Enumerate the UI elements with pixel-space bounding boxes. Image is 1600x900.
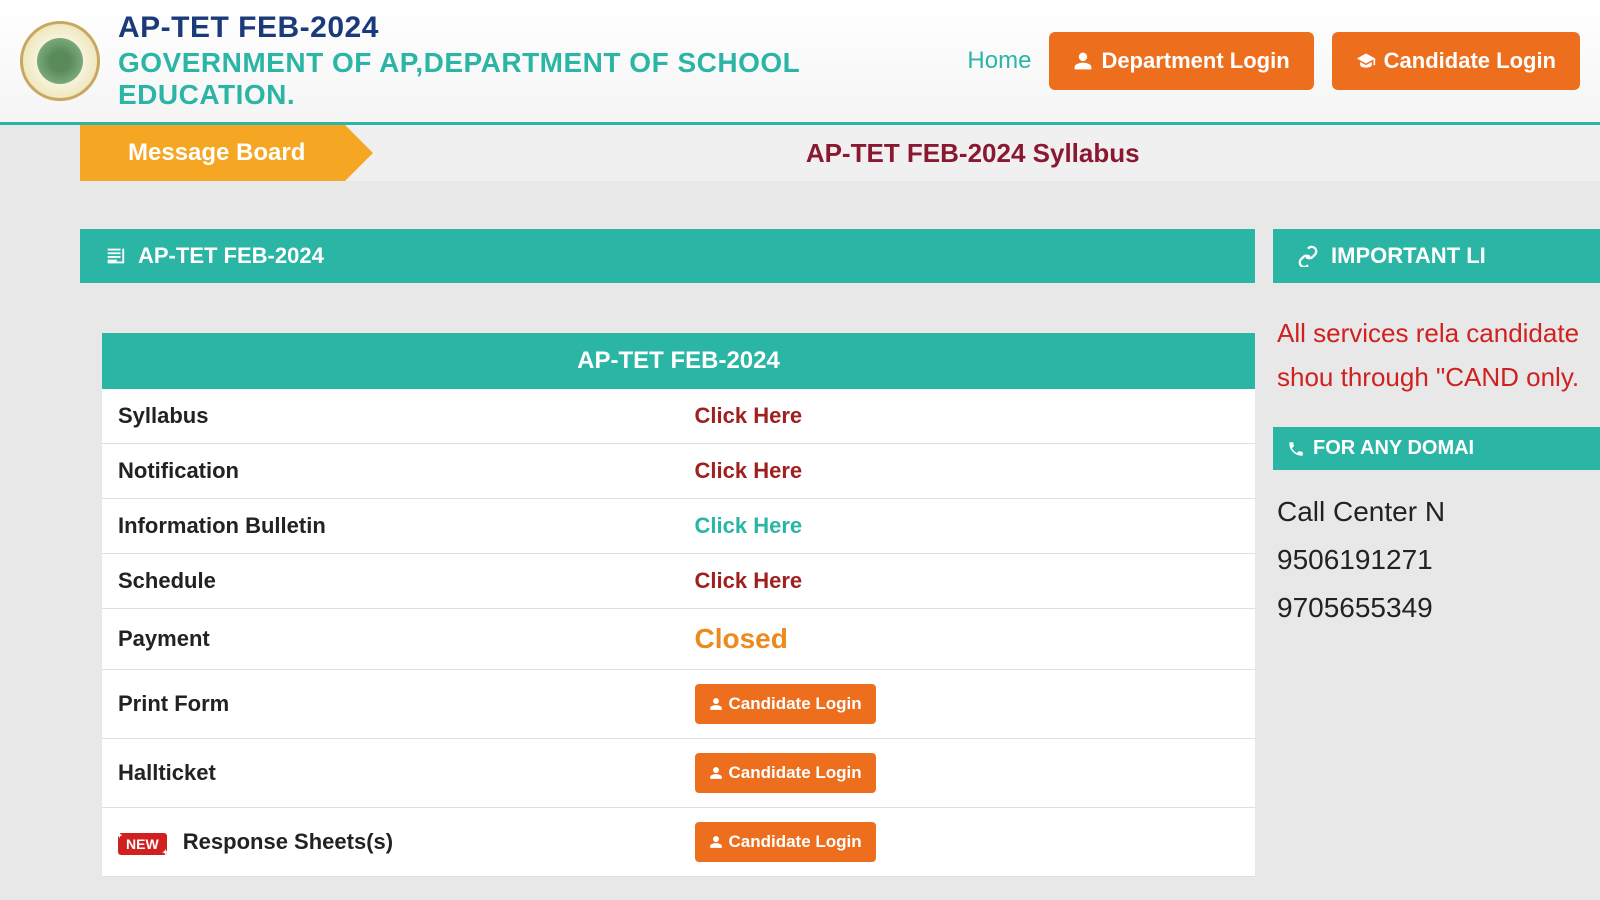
site-title-block: AP-TET FEB-2024 GOVERNMENT OF AP,DEPARTM… xyxy=(118,11,949,111)
two-column-layout: AP-TET FEB-2024 AP-TET FEB-2024 Syllabus… xyxy=(80,229,1600,877)
user-icon xyxy=(1073,51,1093,71)
main-panel-header: AP-TET FEB-2024 xyxy=(80,229,1255,283)
site-title: AP-TET FEB-2024 xyxy=(118,11,949,45)
response-login-button[interactable]: Candidate Login xyxy=(695,822,876,862)
services-table: AP-TET FEB-2024 Syllabus Click Here Noti… xyxy=(102,333,1255,877)
phone-number-2: 9705655349 xyxy=(1277,584,1596,632)
candidate-login-label: Candidate Login xyxy=(1384,48,1556,74)
phone-number-1: 9506191271 xyxy=(1277,536,1596,584)
row-label-schedule: Schedule xyxy=(102,554,679,609)
row-label-print-form: Print Form xyxy=(102,670,679,739)
syllabus-link[interactable]: Click Here xyxy=(695,403,803,428)
department-login-button[interactable]: Department Login xyxy=(1049,32,1313,90)
message-board-tab-label: Message Board xyxy=(128,139,305,167)
schedule-link[interactable]: Click Here xyxy=(695,568,803,593)
hallticket-login-button[interactable]: Candidate Login xyxy=(695,753,876,793)
call-center-info: Call Center N 9506191271 9705655349 xyxy=(1273,470,1600,649)
table-row: Information Bulletin Click Here xyxy=(102,499,1255,554)
response-label: Response Sheets(s) xyxy=(183,829,393,854)
candidate-login-button[interactable]: Candidate Login xyxy=(1332,32,1580,90)
table-row: Payment Closed xyxy=(102,609,1255,670)
site-subtitle: GOVERNMENT OF AP,DEPARTMENT OF SCHOOL ED… xyxy=(118,47,949,111)
user-icon xyxy=(709,766,723,780)
left-gutter xyxy=(0,125,80,877)
main-content: Message Board AP-TET FEB-2024 Syllabus A… xyxy=(0,125,1600,877)
sidebar-panel: IMPORTANT LI All services rela candidate… xyxy=(1273,229,1600,877)
payment-status: Closed xyxy=(695,623,788,654)
user-icon xyxy=(709,697,723,711)
table-row: Notification Click Here xyxy=(102,444,1255,499)
link-icon xyxy=(1297,245,1319,267)
top-nav: Home Department Login Candidate Login xyxy=(967,32,1580,90)
news-icon xyxy=(104,245,126,267)
row-label-response: NEW Response Sheets(s) xyxy=(102,808,679,877)
info-bulletin-link[interactable]: Click Here xyxy=(695,513,803,538)
row-label-hallticket: Hallticket xyxy=(102,739,679,808)
response-login-label: Candidate Login xyxy=(729,832,862,852)
phone-icon xyxy=(1287,440,1305,458)
call-center-label: Call Center N xyxy=(1277,488,1596,536)
hallticket-login-label: Candidate Login xyxy=(729,763,862,783)
content-column: Message Board AP-TET FEB-2024 Syllabus A… xyxy=(80,125,1600,877)
contact-header: FOR ANY DOMAI xyxy=(1273,427,1600,470)
contact-header-label: FOR ANY DOMAI xyxy=(1313,437,1474,460)
important-links-header: IMPORTANT LI xyxy=(1273,229,1600,283)
row-label-syllabus: Syllabus xyxy=(102,389,679,444)
site-header: AP-TET FEB-2024 GOVERNMENT OF AP,DEPARTM… xyxy=(0,0,1600,125)
print-form-login-label: Candidate Login xyxy=(729,694,862,714)
home-link[interactable]: Home xyxy=(967,47,1031,75)
main-panel-header-label: AP-TET FEB-2024 xyxy=(138,243,324,269)
table-wrap: AP-TET FEB-2024 Syllabus Click Here Noti… xyxy=(80,283,1255,877)
new-badge: NEW xyxy=(118,833,167,855)
important-links-label: IMPORTANT LI xyxy=(1331,243,1486,269)
main-panel: AP-TET FEB-2024 AP-TET FEB-2024 Syllabus… xyxy=(80,229,1255,877)
table-row: Print Form Candidate Login xyxy=(102,670,1255,739)
row-label-info-bulletin: Information Bulletin xyxy=(102,499,679,554)
department-login-label: Department Login xyxy=(1101,48,1289,74)
table-row: NEW Response Sheets(s) Candidate Login xyxy=(102,808,1255,877)
notification-link[interactable]: Click Here xyxy=(695,458,803,483)
govt-emblem-logo xyxy=(20,21,100,101)
table-row: Hallticket Candidate Login xyxy=(102,739,1255,808)
user-icon xyxy=(709,835,723,849)
row-label-notification: Notification xyxy=(102,444,679,499)
message-board-headline[interactable]: AP-TET FEB-2024 Syllabus xyxy=(345,125,1600,181)
notice-text: All services rela candidate shou through… xyxy=(1273,283,1600,427)
row-label-payment: Payment xyxy=(102,609,679,670)
table-header: AP-TET FEB-2024 xyxy=(102,333,1255,389)
table-row: Schedule Click Here xyxy=(102,554,1255,609)
spacer xyxy=(80,181,1600,229)
table-row: Syllabus Click Here xyxy=(102,389,1255,444)
graduation-icon xyxy=(1356,51,1376,71)
message-board-row: Message Board AP-TET FEB-2024 Syllabus xyxy=(80,125,1600,181)
print-form-login-button[interactable]: Candidate Login xyxy=(695,684,876,724)
message-board-tab[interactable]: Message Board xyxy=(80,125,345,181)
